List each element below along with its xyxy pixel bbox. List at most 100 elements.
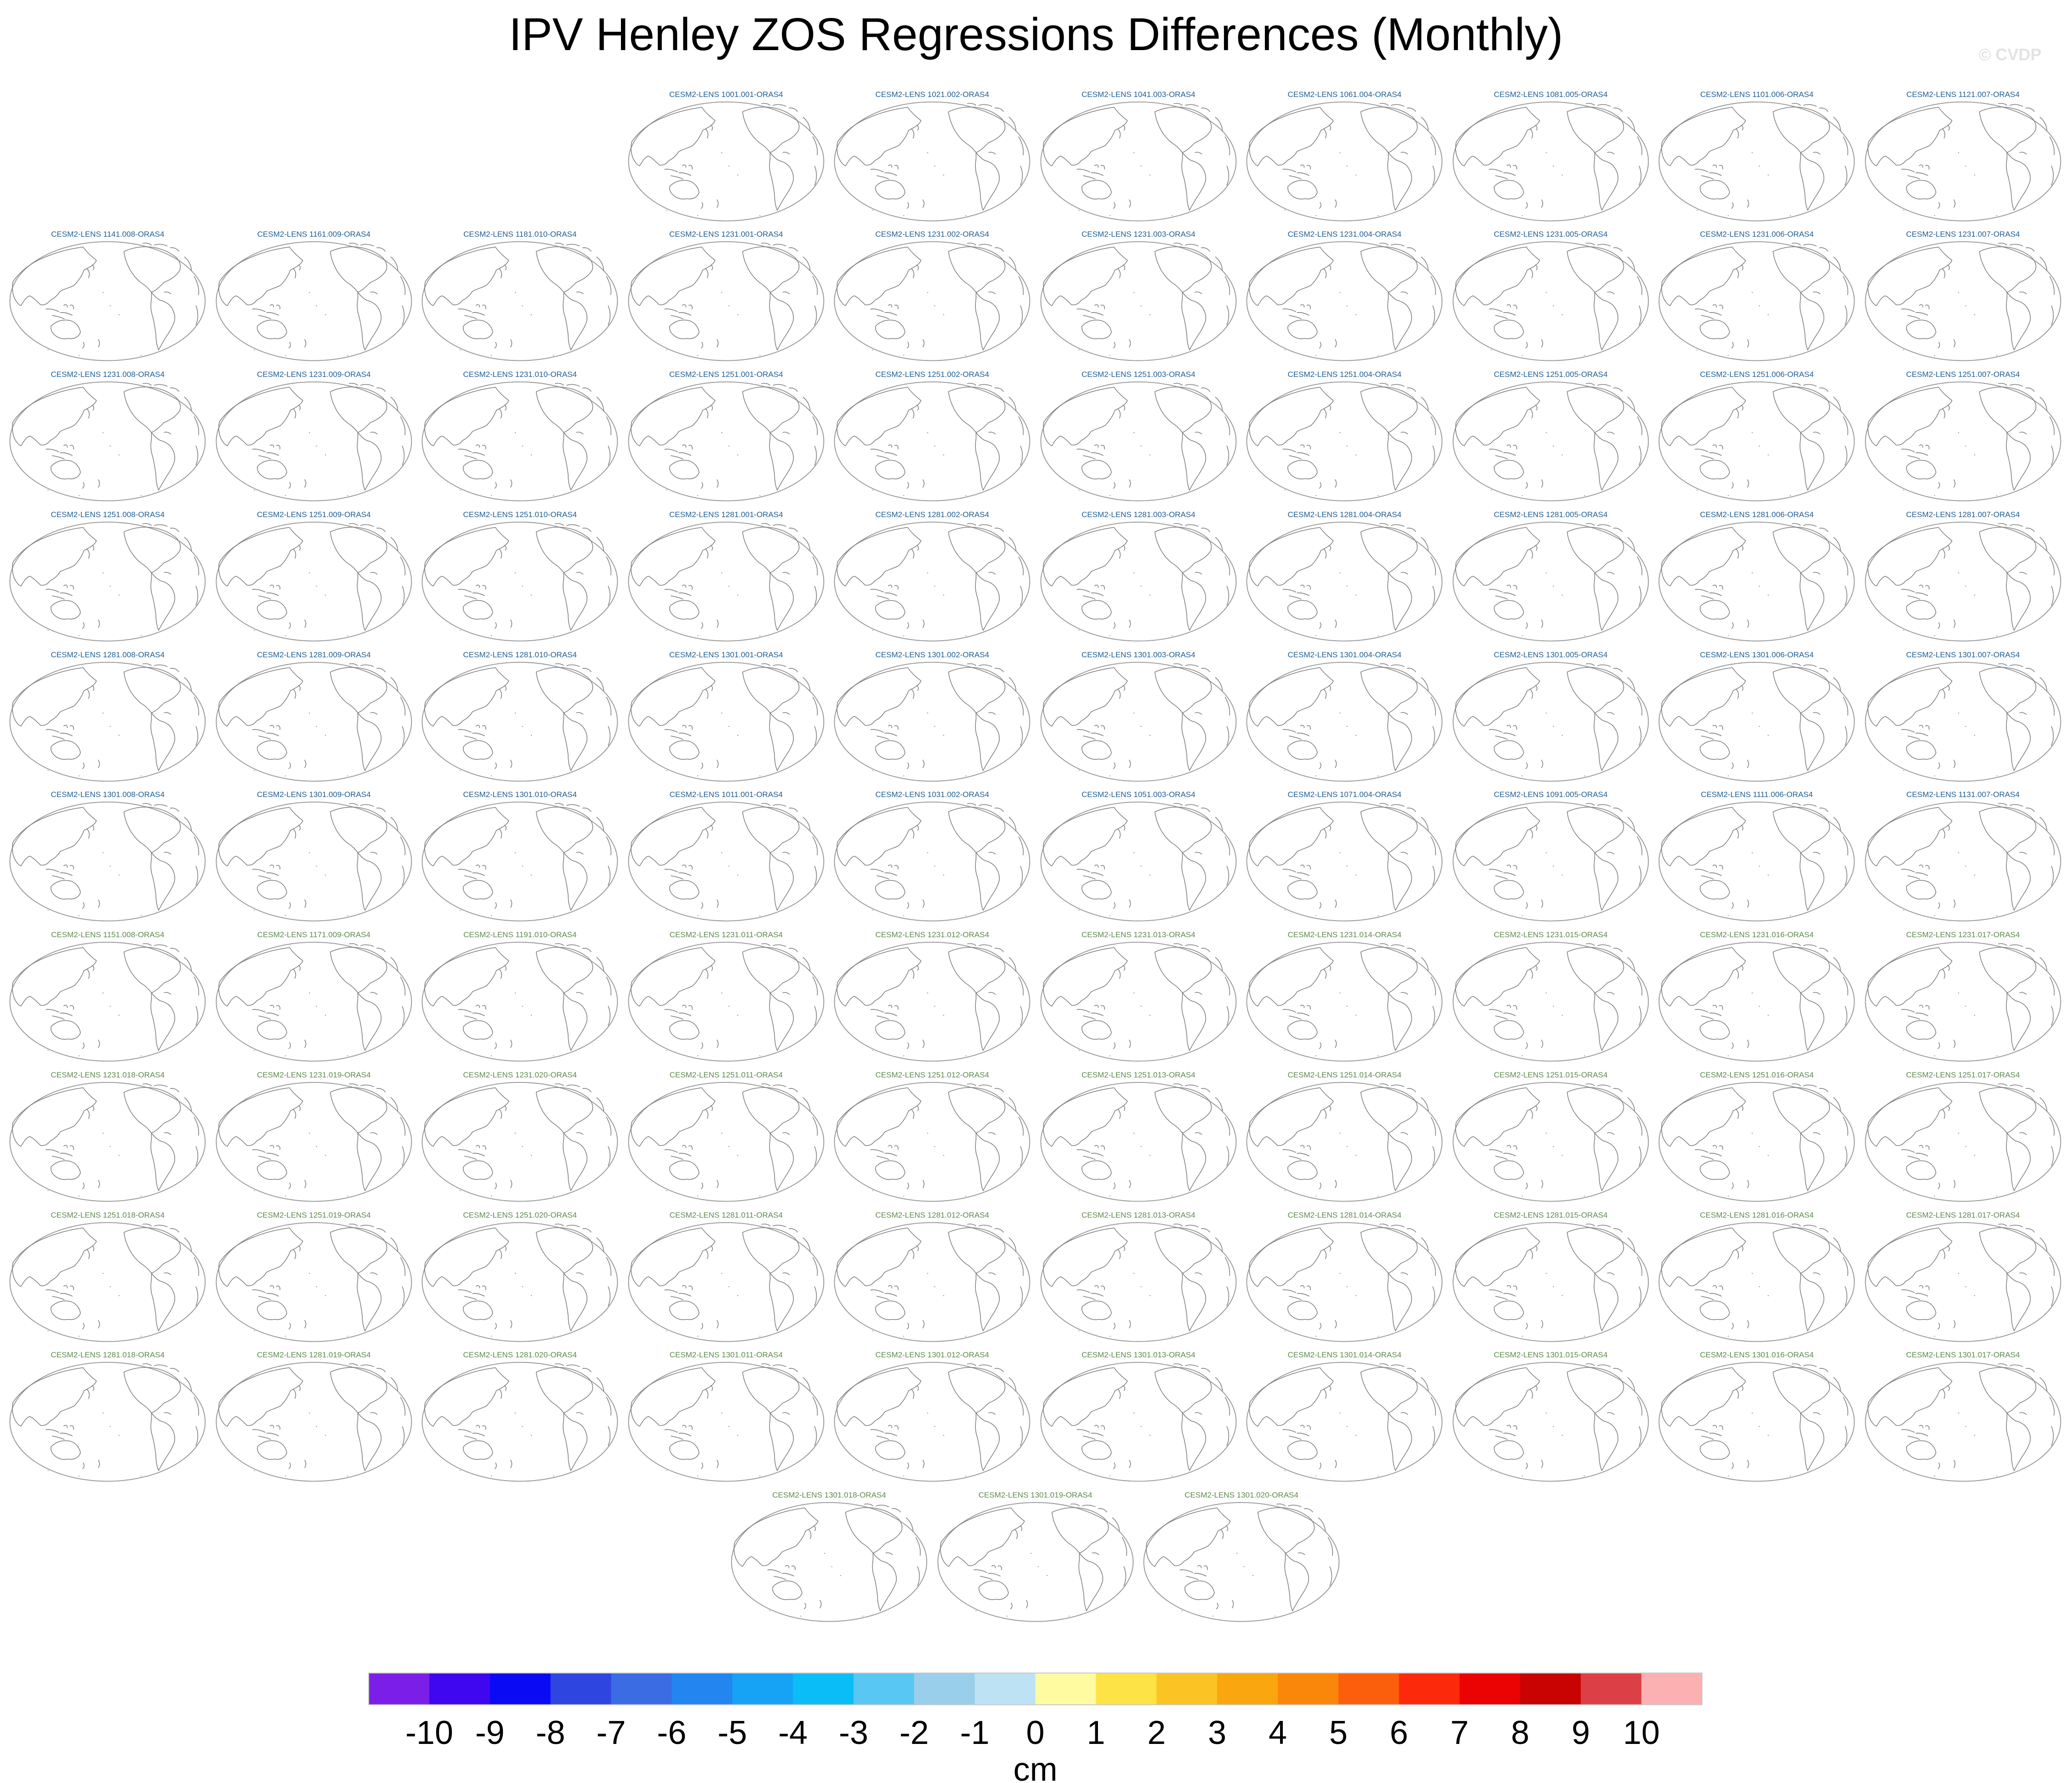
map-panel: CESM2-LENS 1301.013-ORAS4 — [1037, 1350, 1240, 1484]
panel-title: CESM2-LENS 1021.002-ORAS4 — [875, 90, 990, 99]
map-panel: CESM2-LENS 1301.015-ORAS4 — [1450, 1350, 1652, 1484]
map-panel: CESM2-LENS 1281.011-ORAS4 — [625, 1211, 827, 1344]
world-map — [421, 1362, 618, 1482]
panel-title: CESM2-LENS 1281.016-ORAS4 — [1700, 1210, 1814, 1219]
panel-title: CESM2-LENS 1231.016-ORAS4 — [1700, 930, 1814, 939]
panel-title: CESM2-LENS 1231.019-ORAS4 — [257, 1070, 371, 1079]
world-map — [834, 1082, 1030, 1202]
world-map — [216, 1362, 412, 1482]
world-map — [9, 381, 206, 501]
colorbar-tick-label: 1 — [1087, 1715, 1105, 1751]
map-panel: CESM2-LENS 1231.005-ORAS4 — [1450, 230, 1652, 363]
panel-title: CESM2-LENS 1061.004-ORAS4 — [1287, 90, 1402, 99]
map-panel: CESM2-LENS 1301.002-ORAS4 — [831, 650, 1033, 784]
panel-title: CESM2-LENS 1041.003-ORAS4 — [1082, 90, 1195, 99]
colorbar-swatch — [853, 1673, 915, 1705]
colorbar-tick-label: 2 — [1147, 1715, 1166, 1751]
colorbar-tick-label: -2 — [899, 1715, 929, 1751]
map-panel: CESM2-LENS 1251.020-ORAS4 — [419, 1211, 621, 1344]
map-panel: CESM2-LENS 1281.018-ORAS4 — [6, 1350, 209, 1484]
map-panel: CESM2-LENS 1301.003-ORAS4 — [1037, 650, 1240, 784]
world-map — [834, 381, 1030, 501]
panel-title: CESM2-LENS 1281.018-ORAS4 — [51, 1350, 165, 1360]
colorbar-tick-label: 6 — [1390, 1715, 1408, 1751]
panel-title: CESM2-LENS 1231.010-ORAS4 — [463, 370, 577, 379]
panel-title: CESM2-LENS 1251.018-ORAS4 — [51, 1210, 165, 1219]
world-map — [9, 241, 206, 361]
map-panel: CESM2-LENS 1281.014-ORAS4 — [1243, 1211, 1446, 1344]
map-panel: CESM2-LENS 1031.002-ORAS4 — [831, 790, 1033, 923]
panel-title: CESM2-LENS 1301.019-ORAS4 — [978, 1491, 1093, 1499]
colorbar-tick-label: 8 — [1511, 1715, 1529, 1751]
panel-title: CESM2-LENS 1231.009-ORAS4 — [257, 370, 371, 379]
panel-title: CESM2-LENS 1301.006-ORAS4 — [1700, 650, 1814, 659]
panel-title: CESM2-LENS 1281.013-ORAS4 — [1082, 1210, 1195, 1219]
world-map — [1658, 241, 1855, 361]
world-map — [1452, 381, 1649, 501]
panel-title: CESM2-LENS 1251.011-ORAS4 — [669, 1070, 783, 1079]
map-panel: CESM2-LENS 1251.002-ORAS4 — [831, 370, 1033, 503]
world-map — [1452, 661, 1649, 782]
world-map — [1040, 101, 1237, 222]
panel-title: CESM2-LENS 1251.012-ORAS4 — [875, 1070, 990, 1079]
map-panel: CESM2-LENS 1231.013-ORAS4 — [1037, 930, 1240, 1064]
panel-title: CESM2-LENS 1251.006-ORAS4 — [1700, 370, 1814, 379]
panel-title: CESM2-LENS 1251.002-ORAS4 — [875, 370, 990, 379]
panel-title: CESM2-LENS 1181.010-ORAS4 — [463, 230, 577, 239]
panel-title: CESM2-LENS 1301.015-ORAS4 — [1494, 1350, 1608, 1360]
map-panel: CESM2-LENS 1231.011-ORAS4 — [625, 930, 827, 1064]
map-panel: CESM2-LENS 1231.014-ORAS4 — [1243, 930, 1446, 1064]
colorbar-tick-label: -9 — [475, 1715, 505, 1751]
map-panel: CESM2-LENS 1281.004-ORAS4 — [1243, 510, 1446, 644]
map-panel: CESM2-LENS 1231.016-ORAS4 — [1656, 930, 1858, 1064]
colorbar-tick-label: -7 — [597, 1715, 626, 1751]
panel-title: CESM2-LENS 1251.005-ORAS4 — [1494, 370, 1608, 379]
world-map — [1246, 802, 1443, 922]
world-map — [1246, 1082, 1443, 1202]
world-map — [834, 521, 1030, 642]
map-panel: CESM2-LENS 1251.016-ORAS4 — [1656, 1071, 1858, 1204]
world-map — [421, 381, 618, 501]
map-panel: CESM2-LENS 1151.008-ORAS4 — [6, 930, 209, 1064]
world-map — [216, 941, 412, 1062]
map-panel: CESM2-LENS 1281.005-ORAS4 — [1450, 510, 1652, 644]
map-panel: CESM2-LENS 1231.018-ORAS4 — [6, 1071, 209, 1204]
map-panel: CESM2-LENS 1041.003-ORAS4 — [1037, 90, 1240, 223]
colorbar-swatch — [1399, 1673, 1460, 1705]
colorbar-swatch — [793, 1673, 854, 1705]
map-panel: CESM2-LENS 1251.010-ORAS4 — [419, 510, 621, 644]
map-panel: CESM2-LENS 1251.017-ORAS4 — [1862, 1071, 2064, 1204]
world-map — [628, 101, 825, 222]
world-map — [1040, 661, 1237, 782]
map-panel: CESM2-LENS 1301.005-ORAS4 — [1450, 650, 1652, 784]
panel-title: CESM2-LENS 1301.004-ORAS4 — [1287, 650, 1402, 659]
map-panel: CESM2-LENS 1251.008-ORAS4 — [6, 510, 209, 644]
panel-title: CESM2-LENS 1081.005-ORAS4 — [1494, 90, 1608, 99]
map-panel: CESM2-LENS 1061.004-ORAS4 — [1243, 90, 1446, 223]
world-map — [1865, 1362, 2061, 1482]
panel-title: CESM2-LENS 1231.012-ORAS4 — [875, 930, 990, 939]
panel-title: CESM2-LENS 1301.017-ORAS4 — [1906, 1350, 2020, 1360]
colorbar-tick-label: 0 — [1026, 1715, 1045, 1751]
panel-title: CESM2-LENS 1231.013-ORAS4 — [1082, 930, 1195, 939]
map-panel: CESM2-LENS 1301.016-ORAS4 — [1656, 1350, 1858, 1484]
panel-title: CESM2-LENS 1281.020-ORAS4 — [463, 1350, 577, 1360]
world-map — [1658, 1082, 1855, 1202]
world-map — [9, 802, 206, 922]
panel-title: CESM2-LENS 1251.007-ORAS4 — [1906, 370, 2020, 379]
colorbar-tick-label: -3 — [839, 1715, 868, 1751]
world-map — [9, 1222, 206, 1342]
panel-title: CESM2-LENS 1281.006-ORAS4 — [1700, 510, 1814, 519]
panel-title: CESM2-LENS 1231.018-ORAS4 — [51, 1070, 165, 1079]
map-panel: CESM2-LENS 1121.007-ORAS4 — [1862, 90, 2064, 223]
panel-title: CESM2-LENS 1251.004-ORAS4 — [1287, 370, 1402, 379]
map-panel: CESM2-LENS 1281.001-ORAS4 — [625, 510, 827, 644]
map-panel: CESM2-LENS 1301.010-ORAS4 — [419, 790, 621, 923]
world-map — [1040, 1362, 1237, 1482]
map-panel: CESM2-LENS 1281.019-ORAS4 — [213, 1350, 415, 1484]
map-panel: CESM2-LENS 1231.008-ORAS4 — [6, 370, 209, 503]
map-panel: CESM2-LENS 1301.017-ORAS4 — [1862, 1350, 2064, 1484]
map-panel: CESM2-LENS 1301.008-ORAS4 — [6, 790, 209, 923]
map-panel: CESM2-LENS 1011.001-ORAS4 — [625, 790, 827, 923]
map-panel: CESM2-LENS 1281.016-ORAS4 — [1656, 1211, 1858, 1344]
